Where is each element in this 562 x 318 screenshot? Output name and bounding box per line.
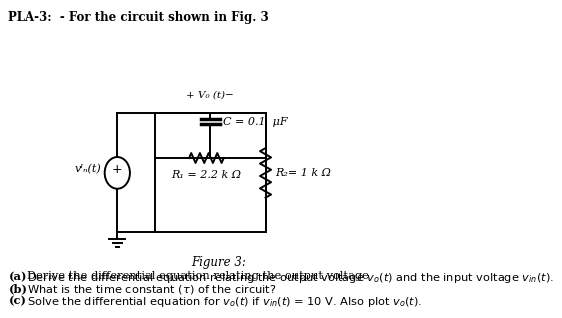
Text: R₂= 1 k Ω: R₂= 1 k Ω	[275, 168, 331, 178]
Text: (c): (c)	[10, 295, 28, 306]
Text: Solve the differential equation for $v_o(t)$ if $v_{in}(t)$ = 10 V. Also plot $v: Solve the differential equation for $v_o…	[26, 295, 422, 309]
Text: Derive the differential equation relating the output voltage $v_o(t)$ and the in: Derive the differential equation relatin…	[26, 271, 554, 285]
Text: (a): (a)	[10, 271, 28, 282]
Text: C = 0.1  μF: C = 0.1 μF	[223, 117, 288, 127]
Text: R₁ = 2.2 k Ω: R₁ = 2.2 k Ω	[171, 170, 242, 180]
Text: (b): (b)	[10, 283, 28, 294]
Text: PLA-3:  - For the circuit shown in Fig. 3: PLA-3: - For the circuit shown in Fig. 3	[8, 11, 269, 24]
Text: vᴵₙ(t): vᴵₙ(t)	[75, 164, 102, 174]
Text: +: +	[112, 163, 123, 176]
Text: What is the time constant ($\tau$) of the circuit?: What is the time constant ($\tau$) of th…	[26, 283, 276, 296]
Text: + V₀ (t)−: + V₀ (t)−	[187, 91, 234, 100]
Text: Figure 3:: Figure 3:	[191, 256, 246, 269]
Text: Derive the differential equation relating the output voltage: Derive the differential equation relatin…	[26, 271, 372, 281]
